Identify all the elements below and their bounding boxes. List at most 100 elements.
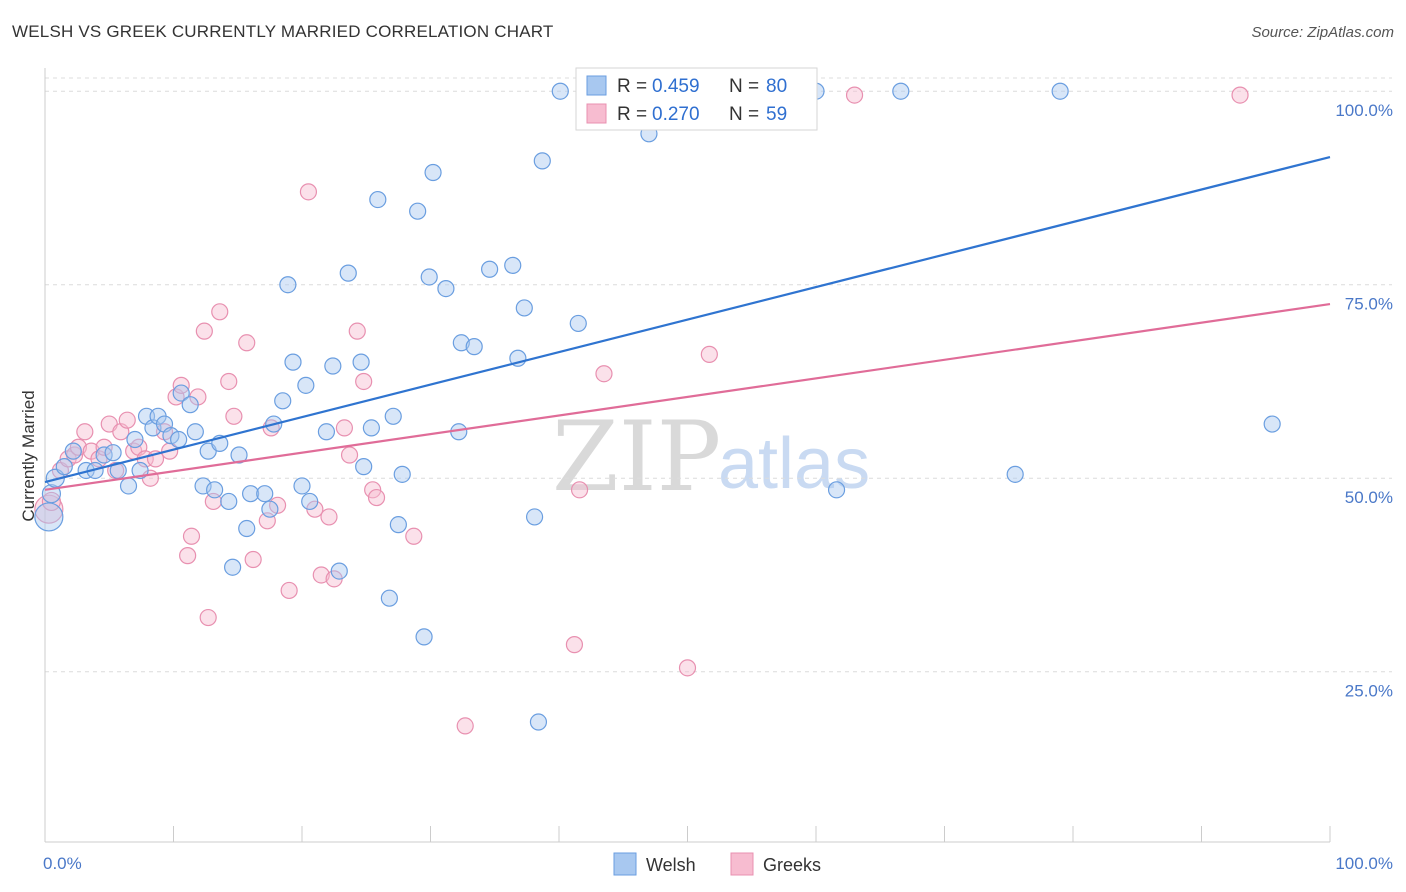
welsh-point bbox=[162, 427, 180, 445]
greeks-point bbox=[225, 407, 243, 425]
legend-greeks-r-label: R = bbox=[617, 104, 647, 125]
greeks-point bbox=[595, 365, 613, 383]
y-axis-title: Currently Married bbox=[19, 390, 38, 521]
welsh-point bbox=[409, 202, 427, 220]
greeks-point bbox=[678, 659, 697, 677]
welsh-point bbox=[352, 353, 370, 371]
greeks-point bbox=[348, 322, 366, 340]
greeks-point bbox=[335, 419, 354, 437]
greeks-point bbox=[845, 86, 864, 104]
welsh-point bbox=[437, 279, 455, 298]
welsh-point bbox=[515, 299, 533, 317]
welsh-point bbox=[324, 357, 342, 375]
welsh-point bbox=[186, 423, 204, 441]
y-tick-label: 25.0% bbox=[1345, 682, 1393, 701]
welsh-point bbox=[1263, 415, 1281, 433]
welsh-point bbox=[64, 442, 82, 460]
greeks-point bbox=[340, 446, 359, 464]
welsh-point bbox=[389, 516, 407, 534]
welsh-point bbox=[369, 190, 387, 209]
bottom-legend-greeks: Greeks bbox=[763, 855, 821, 875]
welsh-point bbox=[569, 314, 587, 333]
watermark-zip: ZIP bbox=[552, 401, 721, 513]
y-tick-label: 75.0% bbox=[1345, 295, 1393, 314]
welsh-point bbox=[242, 485, 260, 503]
legend-greeks-n-label: N = bbox=[729, 104, 759, 125]
source-credit: Source: ZipAtlas.com bbox=[1251, 24, 1394, 41]
greeks-point bbox=[364, 481, 382, 499]
welsh-point bbox=[551, 82, 569, 100]
bottom-legend-swatch-greeks bbox=[730, 852, 754, 876]
welsh-point bbox=[415, 628, 433, 646]
series-legend: Welsh Greeks bbox=[613, 852, 821, 876]
welsh-point bbox=[380, 589, 398, 607]
welsh-point bbox=[119, 477, 138, 495]
greeks-point bbox=[179, 547, 197, 565]
greeks-point bbox=[182, 527, 201, 545]
greeks-point bbox=[320, 508, 338, 526]
legend-swatch-welsh bbox=[586, 75, 607, 96]
watermark-atlas: atlas bbox=[718, 424, 870, 504]
gridlines bbox=[45, 77, 1392, 673]
welsh-point bbox=[279, 276, 297, 294]
legend-welsh-n-label: N = bbox=[729, 76, 759, 97]
welsh-point bbox=[206, 481, 224, 499]
greeks-point bbox=[195, 322, 213, 340]
greeks-point bbox=[238, 334, 256, 352]
welsh-point bbox=[181, 396, 199, 414]
welsh-point bbox=[393, 465, 411, 483]
bottom-legend-swatch-welsh bbox=[613, 852, 637, 876]
welsh-point bbox=[284, 353, 302, 371]
correlation-legend: R = 0.459 N = 80 R = 0.270 N = 59 bbox=[575, 67, 818, 131]
welsh-point bbox=[297, 376, 315, 394]
trend-lines bbox=[44, 155, 1331, 491]
welsh-point bbox=[34, 502, 64, 532]
welsh-point bbox=[525, 508, 544, 526]
welsh-point bbox=[504, 256, 522, 274]
welsh-point bbox=[104, 444, 122, 462]
legend-welsh-n-value: 80 bbox=[766, 76, 787, 97]
welsh-point bbox=[362, 419, 380, 437]
legend-box bbox=[575, 67, 818, 131]
greeks-point bbox=[244, 550, 262, 569]
greeks-point bbox=[570, 481, 589, 499]
legend-swatch-greeks bbox=[586, 103, 607, 124]
greeks-point bbox=[268, 496, 287, 514]
welsh-point bbox=[224, 558, 242, 576]
legend-welsh-r-label: R = bbox=[617, 76, 647, 97]
greeks-trend-line bbox=[44, 302, 1331, 491]
bottom-legend-welsh: Welsh bbox=[646, 855, 696, 875]
welsh-point bbox=[330, 562, 348, 580]
greeks-point bbox=[199, 608, 217, 627]
welsh-trend-line bbox=[44, 155, 1331, 484]
welsh-point bbox=[827, 481, 846, 499]
welsh-point bbox=[274, 392, 292, 410]
welsh-point bbox=[420, 268, 438, 286]
greeks-point bbox=[367, 488, 386, 507]
welsh-point bbox=[261, 500, 279, 518]
chart-title: WELSH VS GREEK CURRENTLY MARRIED CORRELA… bbox=[12, 22, 554, 41]
greeks-point bbox=[405, 527, 423, 545]
greeks-point bbox=[76, 423, 94, 441]
greeks-point bbox=[1231, 86, 1249, 104]
welsh-point bbox=[384, 407, 402, 425]
greeks-point bbox=[700, 345, 718, 363]
greeks-point bbox=[565, 636, 584, 654]
greeks-point bbox=[456, 717, 474, 735]
legend-greeks-r-value: 0.270 bbox=[652, 104, 700, 125]
greeks-point bbox=[211, 303, 229, 321]
welsh-point bbox=[293, 477, 311, 495]
axes: 25.0% 50.0% 75.0% 100.0% 0.0% 100.0% bbox=[43, 68, 1393, 873]
welsh-point bbox=[317, 423, 336, 441]
welsh-point bbox=[230, 446, 248, 464]
welsh-point bbox=[481, 260, 499, 278]
welsh-point bbox=[533, 152, 551, 170]
welsh-point bbox=[424, 163, 442, 182]
welsh-point bbox=[452, 334, 470, 352]
greeks-point bbox=[299, 183, 318, 201]
welsh-point bbox=[170, 430, 188, 449]
greeks-point bbox=[312, 566, 330, 584]
greeks-point bbox=[118, 411, 136, 429]
welsh-point bbox=[339, 264, 357, 282]
